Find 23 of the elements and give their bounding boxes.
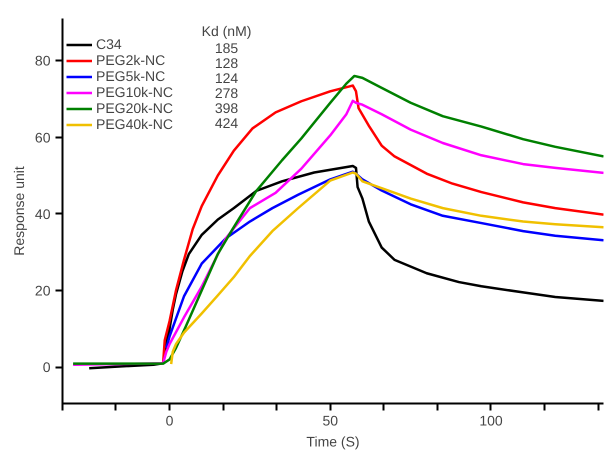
annotation: 424: [214, 115, 238, 131]
x-tick-label: 50: [322, 412, 338, 428]
annotation: 398: [214, 100, 238, 116]
y-tick-label: 40: [34, 206, 51, 222]
legend-label: PEG40k-NC: [96, 116, 174, 132]
x-tick-label: 100: [479, 412, 503, 428]
y-tick-label: 80: [34, 52, 51, 69]
y-tick-label: 0: [42, 359, 51, 376]
x-axis-title: Time (S): [306, 434, 360, 450]
y-tick-label: 60: [34, 129, 51, 146]
legend-label: C34: [96, 36, 122, 52]
y-tick-label: 20: [34, 282, 51, 298]
annotation: 185: [214, 40, 238, 56]
legend-label: PEG5k-NC: [96, 68, 166, 84]
legend-label: PEG10k-NC: [96, 84, 174, 100]
y-axis-title: Response unit: [10, 166, 27, 256]
legend-label: PEG2k-NC: [96, 52, 166, 68]
legend-title: Kd (nM): [202, 23, 252, 39]
x-tick-label: 0: [166, 412, 174, 428]
annotation: 278: [214, 85, 238, 101]
annotation: 128: [214, 55, 238, 71]
annotation: 124: [214, 70, 238, 86]
legend-label: PEG20k-NC: [96, 100, 174, 116]
